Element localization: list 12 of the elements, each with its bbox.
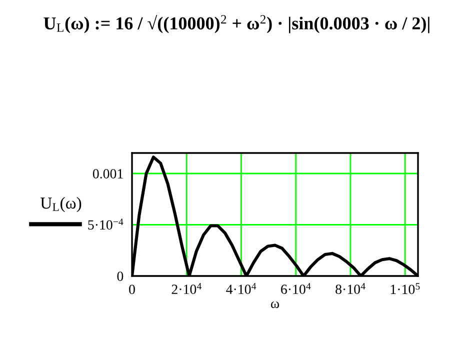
x-axis-title: ω xyxy=(270,301,280,308)
text: U$_{L}$(ω) xyxy=(40,197,82,212)
x-tick-label: 4·10$^{4}$ xyxy=(226,283,256,294)
chart-title: U$_{L}$(ω) := 16 / √((10000)$^{2}$ + ω$^{2}$) · |sin(0.0003 · ω / 2)| xyxy=(44,15,430,34)
x-tick-label: 2·10$^{4}$ xyxy=(172,283,202,294)
x-tick-label: 1·10$^{5}$ xyxy=(390,283,420,294)
x-tick-label: 6·10$^{4}$ xyxy=(281,283,311,294)
x-tick-label: 0 xyxy=(129,284,135,294)
x-tick-label: 8·10$^{4}$ xyxy=(336,283,366,294)
y-tick-label: 0 xyxy=(117,272,124,281)
y-tick-label: 5·10$^{−4}$ xyxy=(88,218,124,230)
y-tick-label: 0.001 xyxy=(92,169,123,179)
